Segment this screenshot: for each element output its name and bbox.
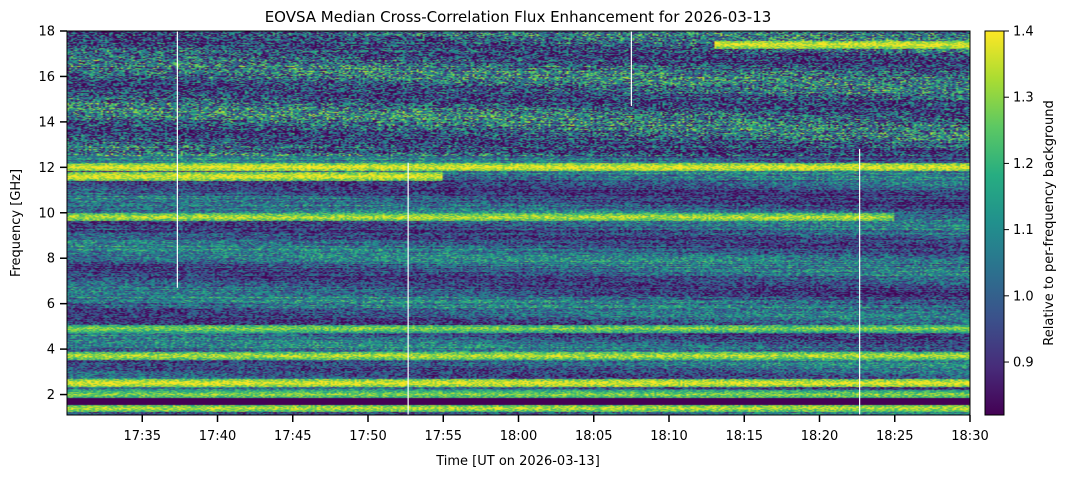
y-tick-label: 6 [47, 297, 55, 312]
colorbar-tick-label: 1.0 [1013, 289, 1034, 304]
colorbar-tick-label: 1.4 [1013, 25, 1034, 40]
x-axis-label: Time [UT on 2026-03-13] [435, 454, 600, 469]
y-tick-label: 14 [38, 115, 55, 130]
y-tick-label: 16 [38, 70, 55, 85]
colorbar-label: Relative to per-frequency background [1042, 100, 1057, 345]
x-tick-label: 18:00 [500, 429, 537, 444]
x-tick-label: 17:55 [425, 429, 462, 444]
x-tick-label: 18:15 [726, 429, 763, 444]
x-tick-label: 17:35 [124, 429, 161, 444]
x-tick-label: 18:05 [575, 429, 612, 444]
chart-title: EOVSA Median Cross-Correlation Flux Enha… [265, 8, 772, 26]
x-tick-label: 18:25 [876, 429, 913, 444]
y-axis-label: Frequency [GHz] [9, 169, 24, 277]
y-tick-label: 4 [47, 343, 55, 358]
x-tick-label: 18:30 [951, 429, 988, 444]
x-tick-label: 17:50 [349, 429, 386, 444]
y-axis: 2 4 6 8 10 12 14 16 18 [38, 25, 67, 403]
heatmap-plot [66, 30, 971, 416]
x-tick-label: 18:20 [801, 429, 838, 444]
colorbar-axis: 0.9 1.0 1.1 1.2 1.3 1.4 [1004, 25, 1034, 371]
colorbar-gradient [984, 30, 1005, 416]
colorbar-tick-label: 1.3 [1013, 91, 1034, 106]
x-tick-label: 17:40 [199, 429, 236, 444]
colorbar-tick-label: 0.9 [1013, 356, 1034, 371]
y-tick-label: 10 [38, 206, 55, 221]
y-tick-label: 2 [47, 388, 55, 403]
heatmap-image [67, 31, 970, 415]
y-tick-label: 18 [38, 25, 55, 40]
y-tick-label: 8 [47, 252, 55, 267]
x-tick-label: 18:10 [650, 429, 687, 444]
colorbar: 0.9 1.0 1.1 1.2 1.3 1.4 Relative to per-frequ… [984, 25, 1057, 416]
x-axis: 17:35 17:40 17:45 17:50 17:55 18:00 18:05 18:10… [124, 415, 989, 444]
colorbar-tick-label: 1.2 [1013, 157, 1034, 172]
y-tick-label: 12 [38, 161, 55, 176]
colorbar-tick-label: 1.1 [1013, 223, 1034, 238]
data-gap-layer [176, 31, 861, 415]
x-tick-label: 17:45 [274, 429, 311, 444]
